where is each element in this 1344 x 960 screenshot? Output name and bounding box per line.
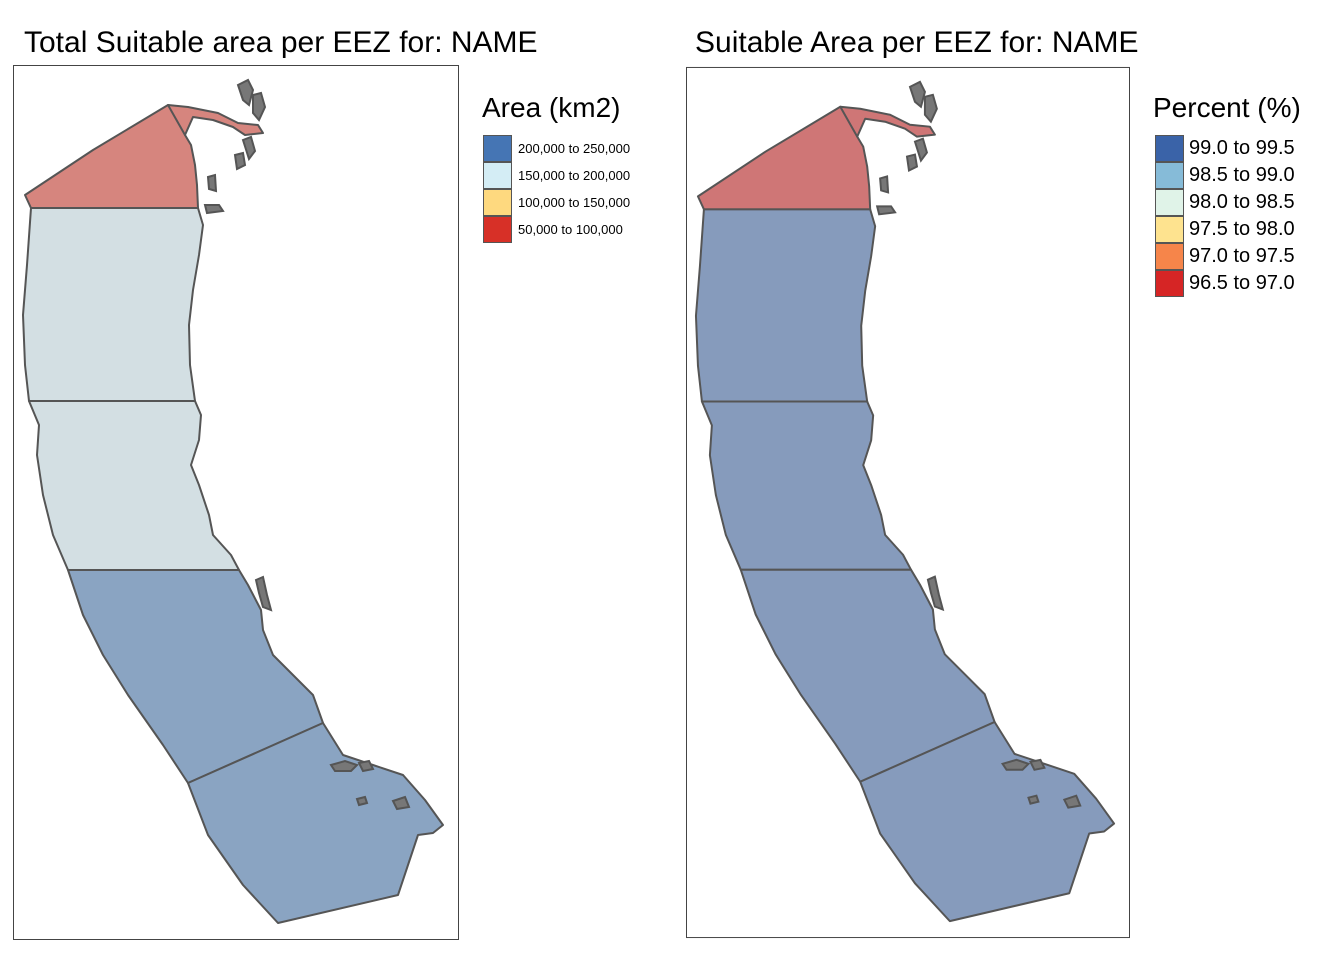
map-2-legend-item: 98.0 to 98.5 bbox=[1155, 189, 1295, 216]
map-2-legend-label: 98.5 to 99.0 bbox=[1189, 164, 1295, 186]
map-2 bbox=[686, 66, 1130, 939]
map-2-legend-item: 98.5 to 99.0 bbox=[1155, 162, 1295, 189]
map-1-island bbox=[206, 173, 218, 193]
map-1-region-1-inlet bbox=[167, 104, 264, 136]
map-2-island bbox=[926, 575, 945, 612]
map-2-region-3 bbox=[700, 400, 912, 571]
map-1-island bbox=[233, 151, 247, 171]
map-1-island bbox=[254, 575, 273, 612]
map-2-region-5 bbox=[859, 721, 1116, 923]
map-1-island bbox=[355, 795, 369, 807]
map-2-island bbox=[908, 80, 926, 109]
map-2-legend-item: 96.5 to 97.0 bbox=[1155, 270, 1295, 297]
map-2-legend-item: 97.5 to 98.0 bbox=[1155, 216, 1295, 243]
map-1-island bbox=[391, 795, 411, 811]
map-1-region-3 bbox=[28, 400, 240, 571]
map-2-legend-item: 99.0 to 99.5 bbox=[1155, 135, 1295, 162]
map-2-legend-item: 97.0 to 97.5 bbox=[1155, 243, 1295, 270]
map-1-legend-item: 100,000 to 150,000 bbox=[483, 189, 630, 216]
map-1-region-5 bbox=[187, 722, 444, 924]
map-1-legend-swatch bbox=[483, 162, 512, 189]
map-2-island bbox=[1000, 758, 1031, 771]
map-2-title: Suitable Area per EEZ for: NAME bbox=[695, 26, 1139, 59]
map-2-region-2 bbox=[694, 208, 877, 403]
map-1-legend-swatch bbox=[483, 135, 512, 162]
map-2-region-1-inlet bbox=[839, 105, 936, 138]
map-1 bbox=[13, 65, 459, 940]
map-2-legend-label: 97.0 to 97.5 bbox=[1189, 245, 1295, 267]
map-1-island bbox=[252, 91, 267, 122]
map-1-island bbox=[236, 78, 255, 107]
map-2-island bbox=[1028, 758, 1046, 771]
map-2-legend-label: 98.0 to 98.5 bbox=[1189, 191, 1295, 213]
map-2-island bbox=[905, 153, 919, 173]
map-2-legend-swatch bbox=[1155, 162, 1184, 189]
map-1-legend-item: 150,000 to 200,000 bbox=[483, 162, 630, 189]
map-2-legend-swatch bbox=[1155, 135, 1184, 162]
map-2-legend-label: 99.0 to 99.5 bbox=[1189, 137, 1295, 159]
map-1-legend-swatch bbox=[483, 189, 512, 216]
map-2-legend-title: Percent (%) bbox=[1153, 92, 1301, 123]
map-2-legend-swatch bbox=[1155, 216, 1184, 243]
map-1-island bbox=[203, 204, 225, 215]
map-2-region-4 bbox=[739, 568, 996, 783]
map-1-legend-label: 200,000 to 250,000 bbox=[518, 141, 631, 156]
map-2-island bbox=[923, 93, 938, 124]
map-2-island bbox=[879, 175, 890, 194]
map-1-title: Total Suitable area per EEZ for: NAME bbox=[24, 26, 538, 59]
map-2-island bbox=[1027, 794, 1040, 805]
map-1-island bbox=[329, 759, 359, 772]
map-1-legend-title: Area (km2) bbox=[482, 92, 621, 123]
map-2-island bbox=[875, 205, 897, 216]
map-1-island bbox=[357, 759, 375, 773]
map-2-legend-swatch bbox=[1155, 243, 1184, 270]
map-2-legend-swatch bbox=[1155, 189, 1184, 216]
map-1-legend-label: 150,000 to 200,000 bbox=[518, 168, 631, 183]
map-2-island bbox=[1062, 794, 1082, 809]
map-1-legend-item: 200,000 to 250,000 bbox=[483, 135, 630, 162]
map-2-island bbox=[913, 137, 929, 163]
map-1-region-2 bbox=[22, 207, 204, 402]
map-2-legend-swatch bbox=[1155, 270, 1184, 297]
map-1-island bbox=[241, 135, 257, 162]
map-1-legend-item: 50,000 to 100,000 bbox=[483, 216, 623, 243]
map-2-legend-label: 97.5 to 98.0 bbox=[1189, 218, 1295, 240]
map-1-legend-label: 50,000 to 100,000 bbox=[518, 222, 623, 237]
map-1-legend-label: 100,000 to 150,000 bbox=[518, 195, 631, 210]
map-2-legend-label: 96.5 to 97.0 bbox=[1189, 272, 1295, 294]
map-1-legend-swatch bbox=[483, 216, 512, 243]
map-1-region-4 bbox=[67, 569, 324, 784]
